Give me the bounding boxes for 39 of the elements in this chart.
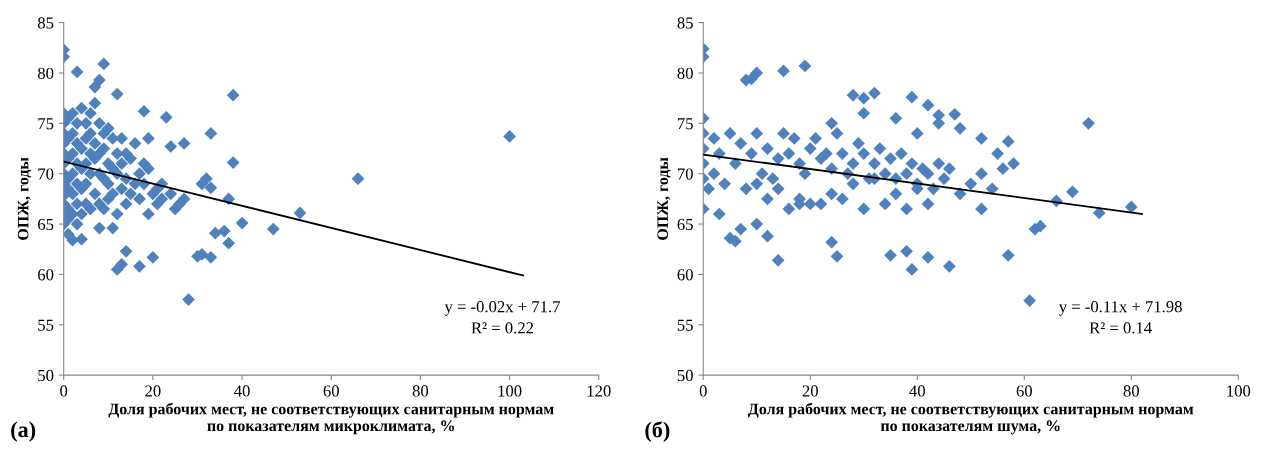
annotation: R² = 0.22 bbox=[471, 322, 534, 334]
y-tick-label: 55 bbox=[677, 319, 693, 331]
y-tick-label: 70 bbox=[677, 168, 693, 180]
annotation: y = -0.02x + 71.7 bbox=[444, 301, 560, 316]
y-axis-title: ОПЖ, годы bbox=[17, 157, 32, 240]
y-tick-label: 50 bbox=[677, 369, 693, 382]
y-axis-title: ОПЖ, годы bbox=[657, 157, 671, 240]
x-axis-title: Доля рабочих мест, не соответствующих санитарным нормам по показателям микроклимата, % bbox=[108, 402, 554, 435]
annotation: R² = 0.14 bbox=[1089, 322, 1152, 334]
y-tick-label: 60 bbox=[38, 269, 54, 281]
y-tick-label: 75 bbox=[677, 118, 693, 130]
y-tick-label: 80 bbox=[677, 67, 693, 79]
y-tick-label: 85 bbox=[37, 17, 54, 29]
y-tick-label: 70 bbox=[38, 168, 54, 180]
y-tick-label: 80 bbox=[37, 67, 54, 79]
x-tick-label: 0 bbox=[60, 385, 68, 397]
x-tick-label: 40 bbox=[234, 385, 250, 397]
y-tick-label: 75 bbox=[38, 118, 54, 130]
x-tick-label: 20 bbox=[145, 385, 161, 397]
text: (а) bbox=[11, 421, 36, 442]
x-tick-label: 100 bbox=[1227, 385, 1251, 397]
y-tick-label: 85 bbox=[677, 17, 693, 29]
x-tick-label: 0 bbox=[699, 385, 707, 397]
y-tick-label: 65 bbox=[677, 218, 693, 231]
x-tick-label: 60 bbox=[1016, 385, 1032, 397]
x-tick-label: 60 bbox=[323, 385, 339, 397]
y-tick-label: 55 bbox=[38, 319, 54, 331]
annotation: y = -0.11x + 71.98 bbox=[1058, 301, 1182, 316]
x-tick-label: 80 bbox=[412, 385, 429, 397]
x-tick-label: 120 bbox=[587, 385, 611, 397]
x-tick-label: 100 bbox=[498, 385, 522, 397]
text: (б) bbox=[645, 421, 670, 442]
x-tick-label: 40 bbox=[909, 385, 925, 397]
y-tick-label: 50 bbox=[38, 369, 54, 382]
y-tick-label: 60 bbox=[677, 269, 693, 281]
x-axis-title: Доля рабочих мест, не соответствующих санитарным нормам по показателям шума, % bbox=[747, 402, 1194, 435]
y-tick-label: 65 bbox=[38, 218, 54, 231]
x-tick-label: 80 bbox=[1123, 385, 1140, 397]
x-tick-label: 20 bbox=[802, 385, 818, 397]
